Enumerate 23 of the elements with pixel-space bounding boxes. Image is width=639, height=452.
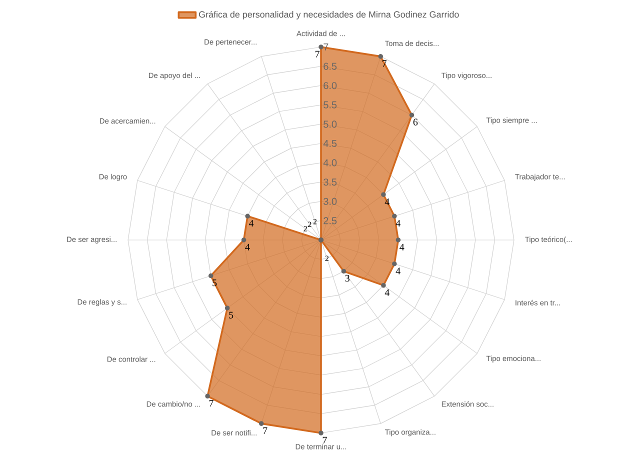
data-label: 7 [263, 427, 268, 434]
y-tick-label: 5.5 [324, 101, 337, 108]
data-label: 4 [248, 220, 254, 227]
data-label: 5 [212, 280, 217, 286]
data-label: 4 [245, 244, 250, 250]
legend-label: Gráfica de personalidad y necesidades de Mirna Godinez Garrido [199, 10, 459, 20]
data-label: 7 [382, 60, 387, 67]
y-tick-label: 4.5 [323, 140, 337, 147]
data-label: 4 [400, 244, 404, 250]
y-tick-label: 6.0 [324, 82, 337, 90]
data-label: 3 [345, 274, 350, 282]
y-tick-label: 3.5 [324, 178, 337, 186]
y-tick-label: 6.5 [324, 62, 337, 70]
data-label: 7 [209, 400, 214, 407]
y-tick-label: 4.0 [323, 159, 337, 166]
y-tick-label: 3.0 [324, 198, 337, 205]
y-tick-label: 5.0 [324, 120, 337, 128]
data-label: 4 [384, 289, 390, 296]
y-tick-label: 2.5 [324, 217, 337, 224]
data-label: 5 [229, 312, 234, 318]
data-label: 6 [413, 118, 418, 126]
data-label: 4 [396, 268, 400, 274]
data-label: 7 [315, 50, 320, 58]
